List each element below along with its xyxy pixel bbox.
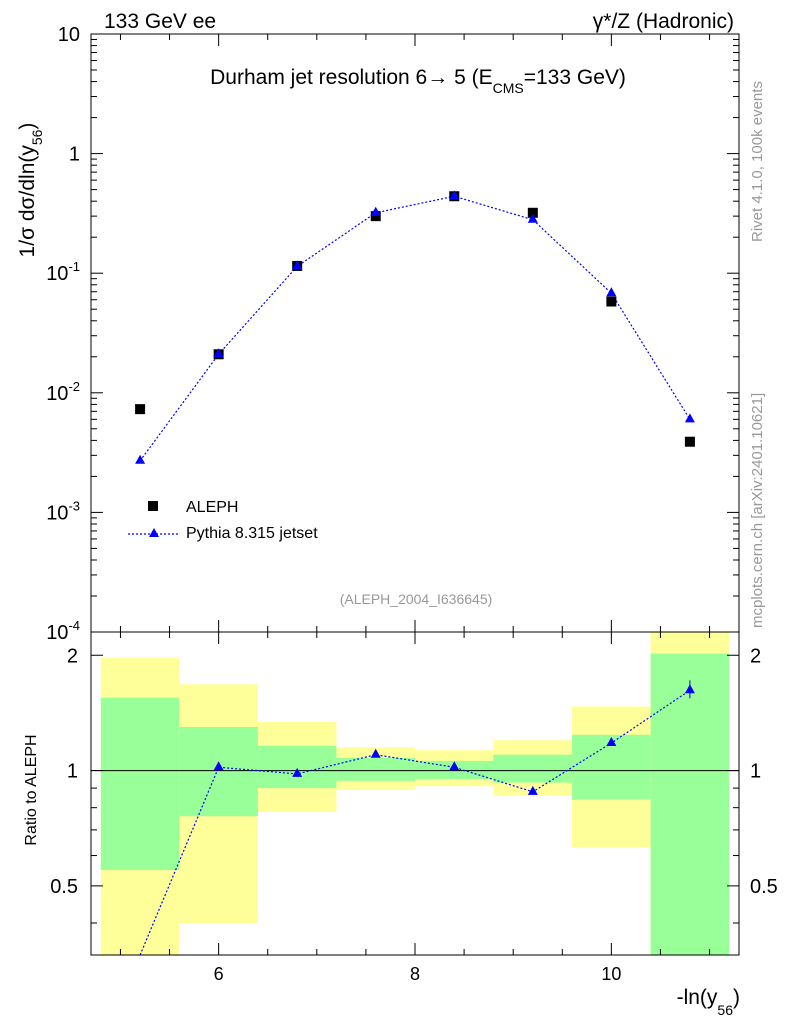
y-tick-label-exponent: -2 [68, 379, 80, 394]
y-axis-label-subscript: 56 [29, 129, 45, 145]
y-tick-label-base: 10 [46, 622, 68, 644]
ratio-band-green-2 [257, 745, 337, 789]
x-tick-label: 8 [410, 964, 420, 984]
y-tick-label-base: 10 [46, 502, 68, 524]
pythia-data-point [213, 348, 224, 358]
ratio-tick-label-left: 2 [67, 645, 78, 667]
ratio-uncertainty-bands [100, 632, 730, 955]
ratio-tick-label-left: 1 [67, 761, 78, 783]
ratio-data-point [449, 761, 460, 771]
y-axis-label-main: 1/σ dσ/dln(y [16, 145, 39, 258]
ratio-band-green-1 [179, 726, 258, 817]
ratio-band-green-0 [100, 697, 180, 871]
side-version-label: Rivet 4.1.0, 100k events [749, 81, 766, 242]
main-plot-frame [90, 33, 740, 633]
ratio-y-axis-label: Ratio to ALEPH [23, 734, 40, 845]
legend-marker-pythia [149, 528, 159, 537]
aleph-data-point [527, 207, 538, 218]
header-right-label: γ*/Z (Hadronic) [593, 10, 734, 33]
x-tick-label: 6 [214, 964, 224, 984]
pythia-data-point [292, 260, 303, 270]
y-tick-label: 10 [58, 24, 80, 46]
ratio-band-green-3 [336, 757, 415, 781]
plot-title-subscript: CMS [493, 80, 524, 96]
ratio-tick-label-right: 1 [750, 761, 761, 783]
header-left-label: 133 GeV ee [104, 10, 216, 33]
aleph-data-point [684, 436, 695, 447]
ratio-series-line [139, 689, 691, 956]
y-axis-label-end: ) [16, 123, 39, 130]
x-axis-label-end: ) [733, 986, 740, 1009]
y-tick-label: 10-2 [46, 379, 80, 405]
main-plot-marks [135, 190, 695, 464]
ratio-tick-label-left: 0.5 [50, 876, 78, 898]
y-tick-label-exponent: -1 [68, 259, 80, 274]
legend-label-pythia: Pythia 8.315 jetset [186, 525, 318, 542]
x-axis-label: -ln(y56) [677, 986, 740, 1018]
ratio-band-green-7 [650, 653, 730, 955]
pythia-data-point [449, 190, 460, 200]
aleph-data-point [606, 296, 617, 307]
ratio-plot-marks [139, 680, 695, 956]
y-tick-label-base: 10 [46, 263, 68, 285]
ratio-tick-label-right: 2 [750, 645, 761, 667]
ratio-data-point [213, 761, 224, 771]
legend: ALEPH Pythia 8.315 jetset [128, 499, 318, 542]
y-tick-label: 1 [69, 144, 80, 166]
x-tick-label: 10 [601, 964, 621, 984]
y-axis-label: 1/σ dσ/dln(y56) [16, 123, 45, 258]
pythia-data-point [684, 413, 695, 423]
pythia-data-point [527, 213, 538, 223]
pythia-data-point [135, 454, 146, 464]
ratio-band-green-5 [493, 754, 573, 783]
x-axis-label-subscript: 56 [717, 1002, 733, 1018]
aleph-data-point [370, 211, 381, 222]
y-tick-label-exponent: -4 [68, 618, 80, 633]
plot-title-main: Durham jet resolution 6→ 5 (E [210, 66, 492, 89]
y-tick-label: 10-1 [46, 259, 80, 285]
pythia-series-line [139, 195, 691, 462]
legend-marker-aleph [148, 501, 158, 511]
ratio-data-point [292, 767, 303, 777]
ratio-data-point [606, 737, 617, 747]
x-axis-label-main: -ln(y [677, 986, 718, 1009]
ratio-data-point [527, 785, 538, 795]
analysis-tag: (ALEPH_2004_I636645) [340, 591, 493, 607]
y-tick-label-exponent: -3 [68, 498, 80, 513]
plot-title: Durham jet resolution 6→ 5 (ECMS=133 GeV… [210, 66, 626, 96]
ratio-tick-label-right: 0.5 [750, 876, 778, 898]
aleph-data-point [135, 404, 146, 415]
y-tick-label: 10-4 [46, 618, 80, 644]
y-tick-label-base: 10 [46, 383, 68, 405]
side-source-label: mcplots.cern.ch [arXiv:2401.10621] [749, 393, 766, 628]
pythia-data-point [370, 206, 381, 216]
ratio-data-point [370, 748, 381, 758]
pythia-data-point [606, 287, 617, 297]
plot-title-end: =133 GeV) [524, 66, 626, 89]
legend-label-aleph: ALEPH [186, 499, 238, 516]
y-tick-label: 10-3 [46, 498, 80, 524]
